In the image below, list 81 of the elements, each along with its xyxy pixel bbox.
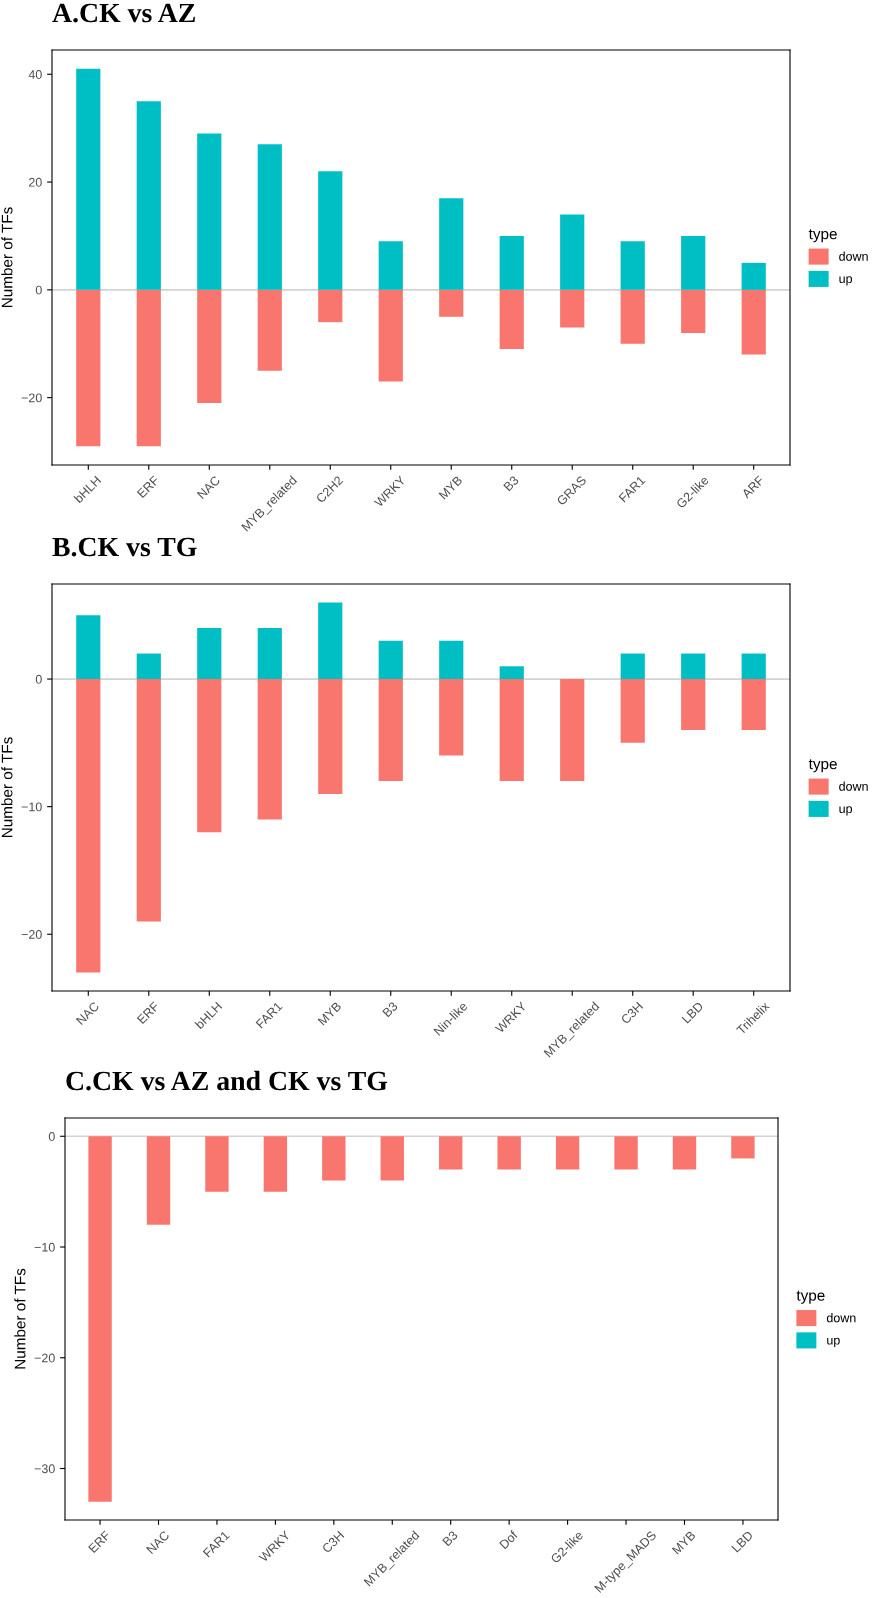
bar bbox=[499, 235, 524, 290]
chart-title: B.CK vs TG bbox=[52, 537, 197, 557]
bar bbox=[197, 289, 222, 404]
bar bbox=[499, 289, 524, 350]
bar bbox=[560, 679, 585, 782]
bar bbox=[378, 289, 403, 382]
bar bbox=[257, 679, 282, 820]
bar bbox=[378, 241, 403, 290]
y-tick-label: −10 bbox=[21, 802, 42, 812]
bar bbox=[681, 653, 706, 680]
y-tick-label: −20 bbox=[21, 930, 42, 939]
x-tick-label: LBD bbox=[731, 1530, 754, 1553]
legend-title: type bbox=[796, 1290, 825, 1304]
x-tick-label: B3 bbox=[382, 1001, 399, 1018]
bar bbox=[76, 289, 101, 447]
bar bbox=[439, 198, 464, 290]
x-tick-label: B3 bbox=[503, 475, 520, 492]
bar bbox=[318, 171, 343, 290]
bar bbox=[499, 679, 524, 782]
bar bbox=[378, 640, 403, 680]
bar bbox=[257, 628, 282, 680]
bar bbox=[741, 679, 766, 731]
bar bbox=[560, 214, 585, 290]
y-tick-label: −20 bbox=[21, 393, 42, 403]
bar bbox=[318, 679, 343, 794]
legend-label: down bbox=[839, 781, 868, 791]
legend-label: up bbox=[839, 806, 853, 816]
bar bbox=[741, 653, 766, 680]
x-tick-label: Dof bbox=[498, 1529, 519, 1550]
bar bbox=[620, 679, 645, 743]
bar bbox=[257, 144, 282, 290]
bar bbox=[197, 133, 222, 290]
y-tick-label: −30 bbox=[34, 1464, 55, 1474]
bar bbox=[76, 615, 101, 680]
x-tick-label: C3H bbox=[321, 1530, 345, 1554]
y-tick-label: 0 bbox=[35, 285, 42, 295]
chart-title: C.CK vs AZ and CK vs TG bbox=[66, 1070, 388, 1091]
bar bbox=[257, 289, 282, 371]
x-tick-label: C3H bbox=[620, 1001, 644, 1025]
chart-title: A.CK vs AZ bbox=[52, 3, 195, 23]
bar bbox=[318, 602, 343, 680]
bar bbox=[499, 666, 524, 680]
y-tick-label: 40 bbox=[28, 70, 42, 79]
bar bbox=[136, 289, 161, 447]
bar bbox=[136, 101, 161, 290]
bar bbox=[681, 679, 706, 731]
y-tick-label: 0 bbox=[35, 674, 42, 684]
y-tick-label: 20 bbox=[29, 177, 42, 187]
bar bbox=[378, 679, 403, 782]
bar bbox=[620, 241, 645, 290]
bar bbox=[620, 289, 645, 344]
bar bbox=[197, 628, 222, 680]
y-axis-title: Number of TFs bbox=[14, 1268, 26, 1369]
legend-label: down bbox=[839, 251, 868, 261]
x-tick-label: B3 bbox=[442, 1530, 459, 1547]
y-axis-title: Number of TFs bbox=[1, 207, 13, 308]
bar bbox=[439, 640, 464, 680]
bar bbox=[620, 653, 645, 680]
bar bbox=[136, 679, 161, 922]
bar bbox=[439, 679, 464, 756]
bar bbox=[681, 289, 706, 333]
x-tick-label: LBD bbox=[681, 1001, 704, 1024]
bar bbox=[741, 289, 766, 355]
bar bbox=[76, 68, 101, 290]
bar bbox=[197, 679, 222, 833]
legend-title: type bbox=[808, 759, 837, 773]
bar bbox=[439, 289, 464, 317]
bar bbox=[741, 262, 766, 290]
y-tick-label: 0 bbox=[48, 1132, 55, 1141]
legend-title: type bbox=[808, 229, 837, 243]
bar bbox=[318, 289, 343, 323]
y-tick-label: −10 bbox=[34, 1242, 55, 1252]
bar bbox=[681, 235, 706, 290]
bar bbox=[76, 679, 101, 973]
legend-label: up bbox=[839, 276, 853, 286]
y-axis-title: Number of TFs bbox=[1, 737, 13, 838]
legend-label: up bbox=[827, 1337, 840, 1348]
legend-label: down bbox=[826, 1313, 856, 1323]
bar bbox=[560, 289, 585, 328]
bar bbox=[136, 653, 161, 680]
y-tick-label: −20 bbox=[34, 1353, 55, 1363]
